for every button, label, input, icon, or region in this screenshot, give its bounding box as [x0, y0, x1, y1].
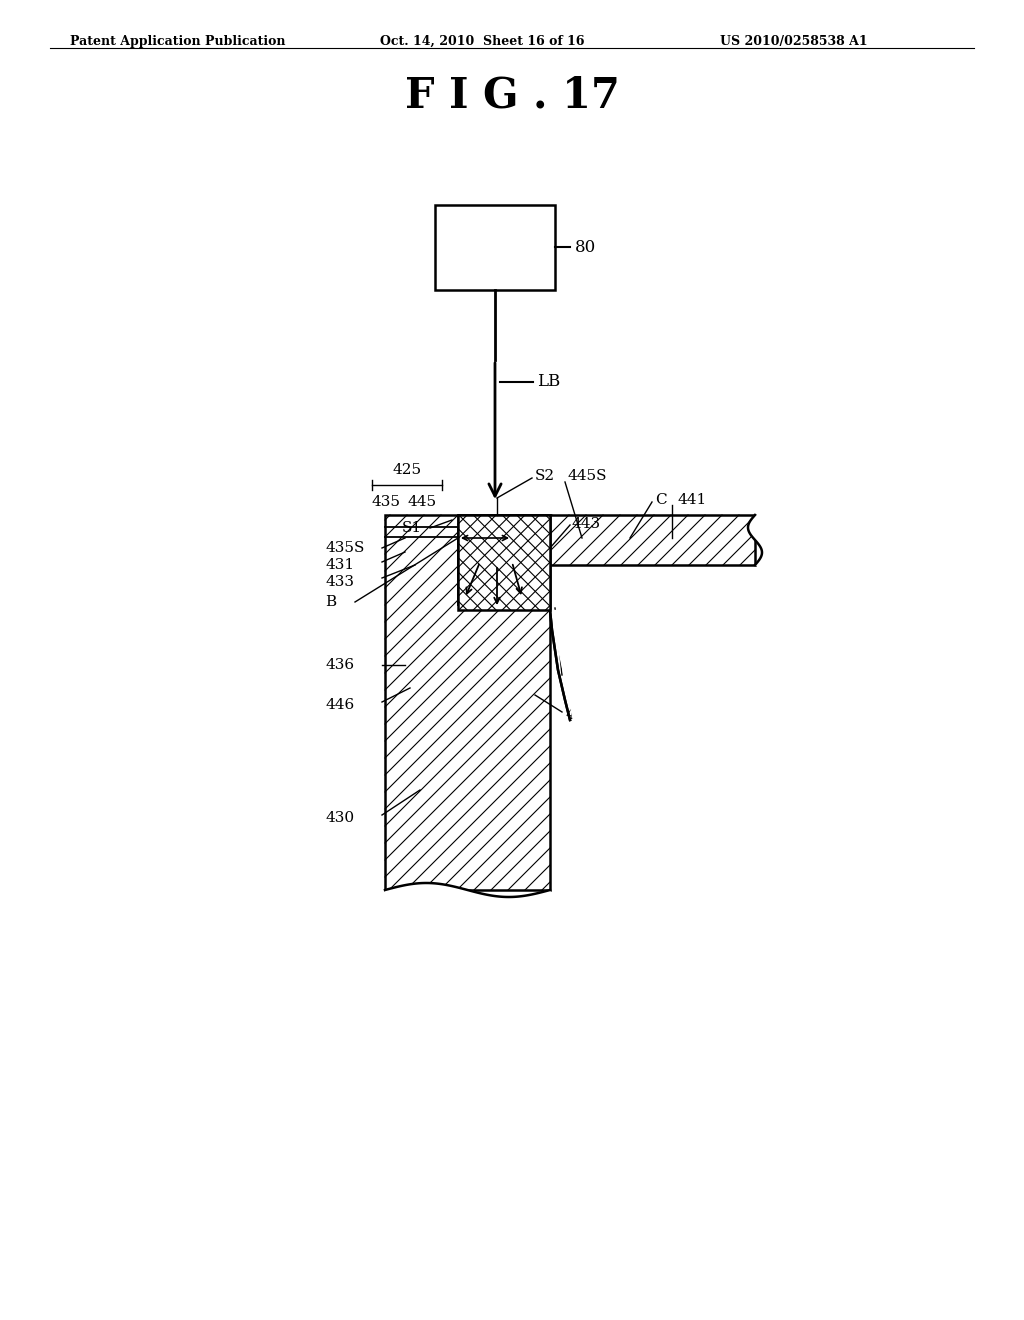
- Polygon shape: [385, 883, 550, 909]
- Bar: [385, 515, 550, 890]
- Text: 446: 446: [325, 698, 354, 711]
- Text: 445: 445: [408, 495, 437, 510]
- Bar: [458, 515, 755, 565]
- Bar: [385, 515, 550, 890]
- Text: 432: 432: [565, 671, 594, 685]
- Text: 436: 436: [325, 657, 354, 672]
- Text: B: B: [325, 595, 336, 609]
- Text: LB: LB: [537, 374, 560, 391]
- Text: 445S: 445S: [568, 469, 607, 483]
- Text: 433: 433: [325, 576, 354, 589]
- Text: S2: S2: [535, 469, 555, 483]
- Text: 425: 425: [392, 463, 422, 477]
- Bar: [435, 205, 555, 290]
- Text: 430: 430: [325, 810, 354, 825]
- Text: Patent Application Publication: Patent Application Publication: [70, 36, 286, 48]
- Text: 430S: 430S: [565, 708, 604, 722]
- Bar: [458, 515, 550, 610]
- Text: Oct. 14, 2010  Sheet 16 of 16: Oct. 14, 2010 Sheet 16 of 16: [380, 36, 585, 48]
- Text: 443: 443: [572, 517, 601, 531]
- Text: 80: 80: [575, 239, 596, 256]
- Text: US 2010/0258538 A1: US 2010/0258538 A1: [720, 36, 867, 48]
- Bar: [458, 515, 755, 565]
- Text: C: C: [655, 492, 667, 507]
- Text: 431: 431: [325, 558, 354, 572]
- Polygon shape: [748, 515, 780, 565]
- Text: 441: 441: [678, 492, 708, 507]
- Text: S1: S1: [402, 521, 422, 535]
- Bar: [458, 515, 550, 610]
- Polygon shape: [550, 610, 760, 730]
- Text: 435S: 435S: [325, 541, 365, 554]
- Text: F I G . 17: F I G . 17: [404, 75, 620, 117]
- Text: 435: 435: [372, 495, 401, 510]
